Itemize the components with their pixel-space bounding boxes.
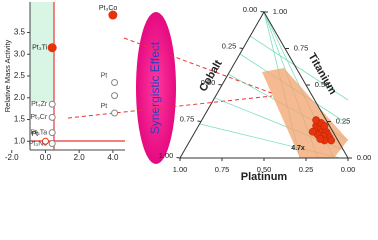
tick-label: 1.00	[173, 165, 188, 174]
highlight-region	[30, 2, 54, 102]
tick-label: 0.75	[180, 114, 195, 123]
data-point	[111, 92, 119, 100]
data-point	[47, 43, 57, 53]
point-label: Pt₃Ti	[32, 45, 47, 52]
region-band	[262, 68, 348, 158]
tick-label: 0.00	[243, 5, 258, 14]
page: Relative Mass Activity Synergistic Effec…	[2, 2, 372, 183]
x-tick-label: 4.0	[107, 153, 119, 162]
data-point	[316, 135, 325, 143]
point-label: Pt₃Co	[99, 5, 118, 12]
point-label: Pt	[101, 72, 108, 79]
tick	[239, 47, 244, 49]
data-point	[308, 127, 317, 136]
data-point	[48, 100, 56, 108]
data-point	[312, 116, 320, 124]
tick-label: 0.50	[201, 78, 216, 87]
data-point	[111, 79, 119, 87]
annotation: 4.7x	[291, 145, 305, 152]
axis-label: Titanium	[305, 51, 338, 97]
data-point	[320, 122, 329, 130]
data-point	[41, 137, 49, 145]
y-tick-label: 1.5	[14, 115, 26, 124]
data-point	[108, 10, 118, 20]
tick	[197, 120, 202, 122]
tick-label: 0.75	[294, 43, 309, 52]
y-axis-label: Relative Mass Activity	[3, 39, 12, 112]
tick	[176, 157, 181, 159]
y-tick-label: 3.0	[14, 49, 26, 58]
data-point	[111, 109, 119, 117]
tick	[260, 11, 265, 13]
point-label: Pt₃Zr	[31, 101, 48, 108]
arrow	[123, 37, 275, 95]
tick-label: 0.00	[341, 165, 356, 174]
point-label: Pt	[101, 103, 108, 110]
tick-label: 0.25	[336, 116, 351, 125]
x-tick-label: -2.0	[5, 153, 19, 162]
x-tick-label: 2.0	[74, 153, 86, 162]
point-label: Pt₃Ta	[30, 129, 47, 136]
tick	[218, 84, 223, 86]
tick-label: 0.25	[222, 41, 237, 50]
y-tick-label: 1.0	[14, 136, 26, 145]
data-point	[48, 139, 56, 147]
tick-label: 0.25	[299, 165, 314, 174]
data-point	[327, 136, 336, 145]
y-tick-label: 2.0	[14, 93, 26, 102]
tick-label: 0.50	[257, 165, 272, 174]
point-label: Pt	[31, 131, 38, 138]
tick-label: 0.50	[315, 80, 330, 89]
tick-label: 0.00	[357, 153, 372, 162]
data-point	[48, 113, 56, 121]
x-tick-label: 0.0	[40, 153, 52, 162]
y-tick-label: 2.5	[14, 71, 26, 80]
y-tick-label: 3.5	[14, 28, 26, 37]
axis-label: Cobalt	[197, 58, 225, 94]
center-annotation: Synergistic Effect	[148, 41, 162, 134]
tick-label: 1.00	[273, 7, 288, 16]
axis-label: Platinum	[241, 171, 288, 183]
data-point	[48, 129, 56, 137]
point-label: Pt₃Cr	[30, 114, 48, 121]
arrow	[67, 95, 273, 119]
point-label: Pt₃Nb	[29, 140, 48, 147]
emphasis-ellipse	[136, 12, 176, 164]
tick-label: 1.00	[159, 151, 174, 160]
figure: Relative Mass Activity Synergistic Effec…	[3, 2, 372, 183]
tick-label: 0.75	[215, 165, 230, 174]
